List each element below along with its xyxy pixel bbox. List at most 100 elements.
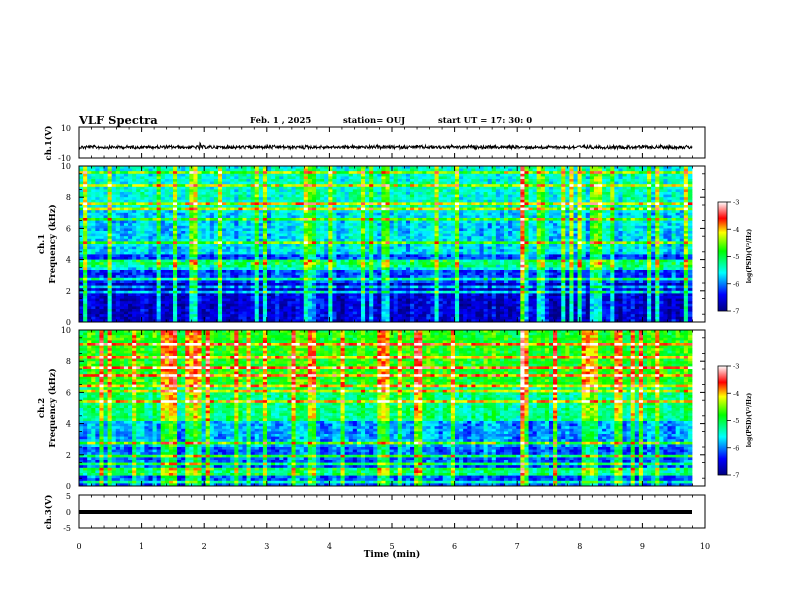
spectrogram-cell [275,233,280,237]
spectrogram-cell [659,215,664,219]
spectrogram-cell [283,212,288,216]
spectrogram-cell [230,244,235,247]
figure-title: VLF Spectra [79,113,158,127]
spectrogram-cell [687,212,693,216]
spectrogram-cell [651,173,656,177]
spectrogram-cell [642,210,648,214]
spectrogram-cell [79,166,84,169]
spectrogram-cell [540,192,546,195]
spectrogram-cell [172,186,178,190]
spectrogram-cell [475,166,480,169]
spectrogram-cell [123,223,129,227]
spectrogram-cell [287,179,292,182]
spectrogram-cell [495,218,501,221]
spectrogram-cell [279,233,284,237]
spectrogram-cell [242,249,247,253]
spectrogram-cell [622,192,628,195]
spectrogram-cell [438,197,444,201]
spectrogram-cell [234,236,239,240]
spectrogram-cell [487,205,493,208]
spectrogram-cell [279,220,284,224]
spectrogram-cell [87,251,92,255]
spectrogram-cell [328,173,333,177]
spectrogram-cell [311,231,317,234]
spectrogram-cell [683,220,689,224]
spectrogram-cell [593,244,599,247]
spectrogram-cell [663,166,668,169]
spectrogram-cell [91,215,96,219]
spectrogram-cell [647,199,652,203]
spectrogram-cell [495,210,501,214]
spectrogram-cell [262,184,268,188]
spectrogram-cell [287,223,292,227]
spectrogram-cell [250,171,256,175]
spectrogram-cell [651,225,656,229]
spectrogram-cell [683,184,689,188]
spectrogram-cell [467,199,472,203]
spectrogram-cell [614,168,619,172]
spectrogram-cell [589,223,595,227]
spectrogram-cell [266,199,272,203]
spectrogram-cell [589,225,595,229]
spectrogram-cell [450,181,456,185]
spectrogram-cell [385,199,390,203]
spectrogram-cell [642,231,648,234]
spectrogram-cell [115,212,121,216]
spectrogram-cell [87,228,92,232]
spectrogram-cell [344,228,350,232]
spectrogram-cell [569,173,574,177]
spectrogram-cell [258,176,264,180]
spectrogram-cell [295,228,301,232]
spectrogram-cell [254,236,260,240]
spectrogram-cell [316,192,321,195]
spectrogram-cell [667,220,672,224]
spectrogram-cell [479,197,484,201]
spectrogram-cell [234,241,239,245]
spectrogram-cell [197,205,202,208]
spectrogram-cell [83,231,88,234]
spectrogram-cell [132,215,137,219]
spectrogram-cell [111,210,117,214]
spectrogram-cell [602,207,607,211]
spectrogram-cell [495,194,501,198]
spectrogram-cell [446,225,452,229]
spectrogram-cell [316,215,321,219]
spectrogram-cell [316,246,321,250]
spectrogram-cell [238,215,243,219]
spectrogram-cell [177,246,182,250]
spectrogram-cell [651,199,656,203]
spectrogram-cell [152,207,158,211]
spectrogram-cell [107,197,113,201]
spectrogram-cell [185,244,190,247]
spectrogram-cell [209,225,215,229]
spectrogram-cell [675,228,681,232]
spectrogram-cell [136,218,141,221]
spectrogram-cell [659,171,664,175]
spectrogram-cell [111,212,117,216]
spectrogram-cell [99,220,104,224]
spectrogram-cell [336,210,341,214]
spectrogram-cell [508,197,513,201]
spectrogram-cell [524,194,529,198]
spectrogram-cell [128,171,133,175]
spectrogram-cell [87,207,92,211]
spectrogram-cell [238,173,243,177]
spectrogram-cell [630,231,636,234]
spectrogram-cell [177,207,182,211]
spectrogram-cell [536,228,542,232]
spectrogram-cell [246,171,252,175]
spectrogram-cell [385,233,390,237]
spectrogram-cell [512,205,517,208]
spectrogram-cell [430,181,435,185]
spectrogram-cell [634,238,640,242]
spectrogram-cell [634,233,640,237]
spectrogram-cell [107,205,113,208]
spectrogram-cell [430,246,435,250]
spectrogram-cell [671,223,677,227]
spectrogram-cell [299,181,305,185]
spectrogram-cell [205,218,211,221]
spectrogram-cell [573,238,578,242]
spectrogram-cell [140,194,145,198]
spectrogram-cell [99,176,104,180]
spectrogram-cell [377,215,382,219]
